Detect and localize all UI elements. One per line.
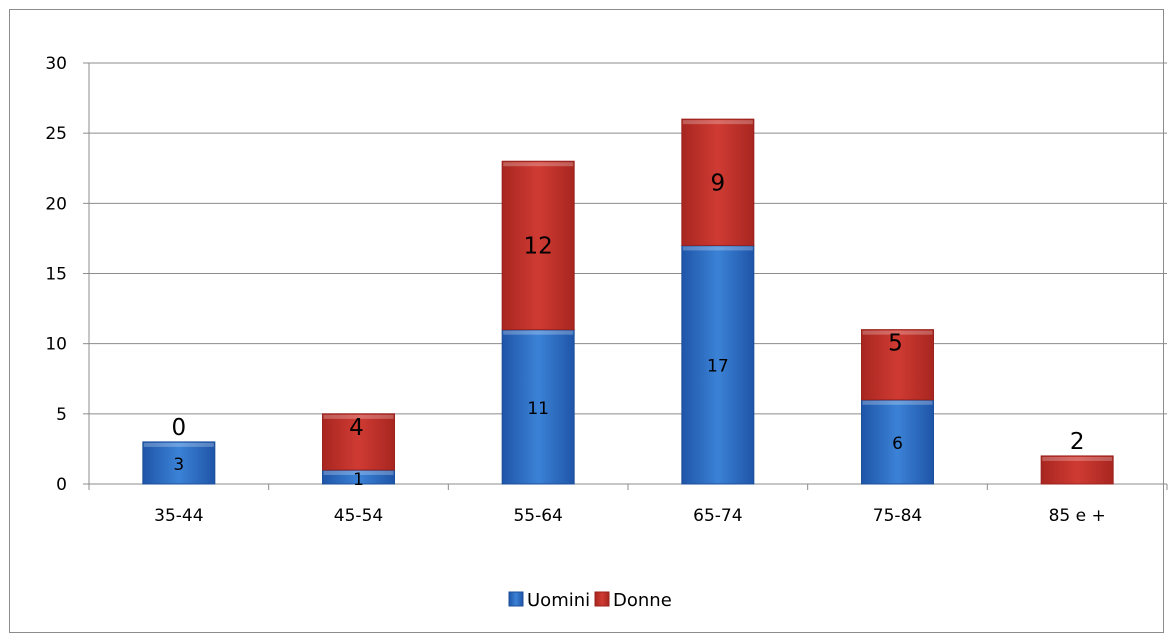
bar-highlight [323, 470, 394, 475]
bar-highlight [682, 246, 753, 251]
legend: Uomini Donne [508, 590, 672, 611]
data-label-donne: 4 [349, 415, 364, 441]
y-tick-label: 15 [45, 265, 67, 285]
x-tick-label: 35-44 [154, 506, 203, 526]
bar-uomini [501, 329, 575, 485]
x-tick-label: 85 e + [1049, 506, 1106, 526]
legend-swatch-uomini [508, 591, 524, 607]
bar-donne [322, 413, 395, 471]
data-label-donne: 9 [711, 170, 726, 196]
data-label-donne: 12 [524, 233, 553, 259]
y-tick-label: 30 [45, 54, 67, 74]
legend-swatch-donne [594, 591, 610, 607]
data-label-uomini: 1 [353, 470, 364, 490]
data-label-donne: 2 [1070, 429, 1085, 455]
x-tick-label: 75-84 [873, 506, 922, 526]
y-tick-label: 10 [45, 335, 67, 355]
data-label-uomini: 6 [892, 434, 903, 454]
y-tick-label: 0 [56, 475, 67, 495]
bar-highlight [1042, 456, 1113, 461]
bar-highlight [862, 400, 933, 405]
y-tick-label: 20 [45, 194, 67, 214]
bars [142, 118, 1114, 485]
data-label-uomini: 3 [173, 455, 184, 475]
data-label-donne: 0 [172, 415, 187, 441]
x-tick-label: 45-54 [334, 506, 383, 526]
bar-donne [501, 160, 575, 331]
legend-label-donne: Donne [613, 590, 672, 611]
bar-highlight [503, 330, 574, 335]
bar-highlight [503, 162, 574, 167]
bar-uomini [142, 441, 216, 485]
chart-frame [9, 9, 1164, 633]
legend-label-uomini: Uomini [527, 590, 590, 611]
x-tick-label: 55-64 [513, 506, 562, 526]
bar-highlight [323, 414, 394, 419]
bar-donne [681, 118, 755, 246]
bar-donne [1040, 455, 1114, 485]
bar-highlight [862, 330, 933, 335]
data-labels: 3 0 1 4 11 12 17 9 6 5 2 [172, 170, 1085, 490]
data-label-donne: 5 [888, 331, 903, 357]
data-label-uomini: 11 [527, 399, 549, 419]
bar-donne [861, 329, 934, 401]
bar-highlight [682, 120, 753, 125]
y-tick-label: 25 [45, 124, 67, 144]
bar-highlight [143, 442, 214, 447]
x-tick-label: 65-74 [693, 506, 742, 526]
y-tick-label: 5 [56, 405, 67, 425]
gridlines [89, 62, 1167, 415]
data-label-uomini: 17 [707, 357, 729, 377]
bar-uomini [861, 399, 934, 485]
